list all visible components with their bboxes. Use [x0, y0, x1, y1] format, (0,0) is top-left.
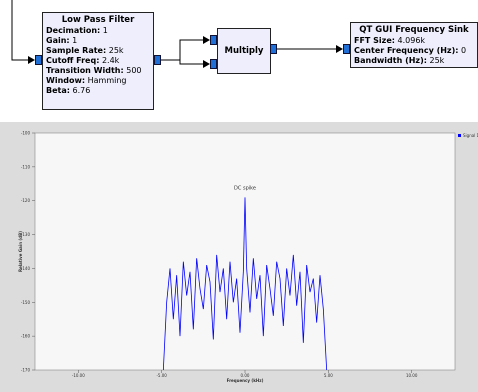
y-tick-label: -130 [21, 232, 31, 237]
param-value: 500 [126, 66, 142, 75]
wire [11, 0, 30, 61]
param-value: 4.096k [397, 36, 426, 45]
block-title: Multiply [224, 45, 264, 56]
block[interactable]: Low Pass Filter Decimation: 1 Gain: 1 Samp… [42, 12, 154, 110]
y-axis-label: Relative Gain (dB) [18, 231, 23, 272]
param-label: Beta: [46, 86, 70, 95]
port[interactable] [210, 59, 217, 69]
param-label: Window: [46, 76, 86, 85]
param-value: 1 [102, 26, 108, 35]
plot-area [34, 132, 456, 371]
param: FFT Size: 4.096k [354, 36, 474, 46]
y-tick-label: -120 [21, 198, 31, 203]
param-label: Center Frequency (Hz): [354, 46, 459, 55]
port[interactable] [35, 55, 42, 65]
x-tick-label: 0.00 [241, 373, 250, 378]
param-label: Sample Rate: [46, 46, 107, 55]
param: Bandwidth (Hz): 25k [354, 56, 474, 66]
arrow [28, 56, 35, 64]
arrow [336, 45, 343, 53]
block[interactable]: QT GUI Frequency Sink FFT Size: 4.096k Ce… [350, 22, 478, 68]
param-value: 1 [72, 36, 78, 45]
param: Transition Width: 500 [46, 66, 150, 76]
y-tick-label: -100 [21, 131, 31, 136]
param-label: FFT Size: [354, 36, 395, 45]
param-value: 2.4k [101, 56, 120, 65]
param-value: 6.76 [72, 86, 91, 95]
x-tick-label: -5.00 [156, 373, 167, 378]
x-axis-label: Frequency (kHz) [227, 378, 264, 383]
port[interactable] [154, 55, 161, 65]
param: Center Frequency (Hz): 0 [354, 46, 474, 56]
param: Decimation: 1 [46, 26, 150, 36]
wire [161, 39, 204, 65]
param-value: 25k [108, 46, 124, 55]
y-tick-label: -140 [21, 266, 31, 271]
annotation: DC spike [234, 185, 256, 191]
arrow [203, 36, 210, 44]
port[interactable] [270, 44, 277, 54]
param-value: 0 [461, 46, 467, 55]
param-label: Cutoff Freq: [46, 56, 100, 65]
port[interactable] [210, 35, 217, 45]
param: Sample Rate: 25k [46, 46, 150, 56]
block[interactable]: Multiply [217, 28, 271, 74]
param-label: Bandwidth (Hz): [354, 56, 427, 65]
block-title: Low Pass Filter [61, 15, 135, 25]
frequency-plot: -100 -110 -120 -130 -140 -150 -160 -170 -10.00 -5… [0, 122, 478, 392]
x-tick-label: -10.00 [72, 373, 85, 378]
block-title: QT GUI Frequency Sink [359, 25, 469, 35]
param-value: Hamming [87, 76, 127, 85]
y-tick-label: -170 [21, 368, 31, 373]
connections [11, 0, 343, 68]
param: Cutoff Freq: 2.4k [46, 56, 150, 66]
y-tick-label: -150 [21, 300, 31, 305]
port[interactable] [343, 44, 350, 54]
param-label: Decimation: [46, 26, 101, 35]
param: Beta: 6.76 [46, 86, 150, 96]
param: Window: Hamming [46, 76, 150, 86]
param-label: Gain: [46, 36, 70, 45]
param-label: Transition Width: [46, 66, 124, 75]
y-tick-label: -110 [21, 164, 31, 169]
legend-swatch [458, 134, 461, 137]
spectrum-line [162, 197, 328, 371]
x-tick-label: 5.00 [324, 373, 333, 378]
param: Gain: 1 [46, 36, 150, 46]
y-tick-label: -160 [21, 334, 31, 339]
legend-entry: Signal 1 [463, 133, 478, 138]
param-value: 25k [429, 56, 445, 65]
x-tick-label: 10.00 [406, 373, 418, 378]
arrow [203, 60, 210, 68]
